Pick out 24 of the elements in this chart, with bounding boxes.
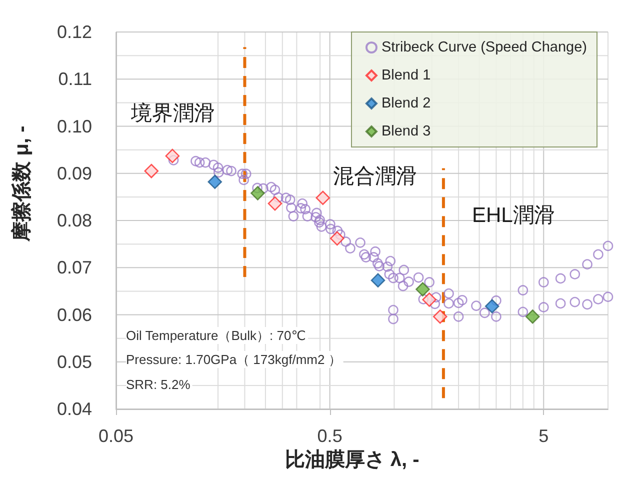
y-tick-label: 0.05 [56, 352, 92, 372]
y-axis-title: 摩擦係数 μ, - [10, 126, 33, 242]
y-tick-label: 0.04 [56, 399, 92, 419]
y-tick-label: 0.06 [56, 304, 92, 325]
x-axis-title: 比油膜厚さ λ, - [284, 448, 420, 471]
x-tick-label: 0.05 [98, 426, 134, 446]
y-tick-label: 0.11 [58, 69, 92, 90]
y-tick-label: 0.10 [56, 116, 92, 136]
annotation: 混合潤滑 [333, 165, 417, 188]
x-tick-label: 0.5 [317, 426, 342, 446]
legend-label: Stribeck Curve (Speed Change) [381, 40, 588, 56]
annotation: Pressure: 1.70GPa（ 173kgf/mm2 ） [126, 352, 342, 367]
y-tick-label: 0.08 [56, 210, 92, 230]
y-tick-label: 0.07 [56, 258, 92, 278]
x-tick-label: 5 [538, 426, 549, 446]
annotation: Oil Temperature（Bulk）: 70℃ [126, 328, 306, 343]
legend-label: Blend 3 [381, 124, 431, 140]
y-tick-label: 0.12 [56, 22, 92, 42]
annotation: SRR: 5.2% [126, 377, 191, 392]
annotation: 境界潤滑 [130, 102, 215, 125]
y-tick-label: 0.09 [56, 163, 92, 184]
annotation: EHL潤滑 [472, 204, 555, 227]
legend-label: Blend 1 [381, 68, 431, 84]
legend-label: Blend 2 [381, 96, 431, 112]
